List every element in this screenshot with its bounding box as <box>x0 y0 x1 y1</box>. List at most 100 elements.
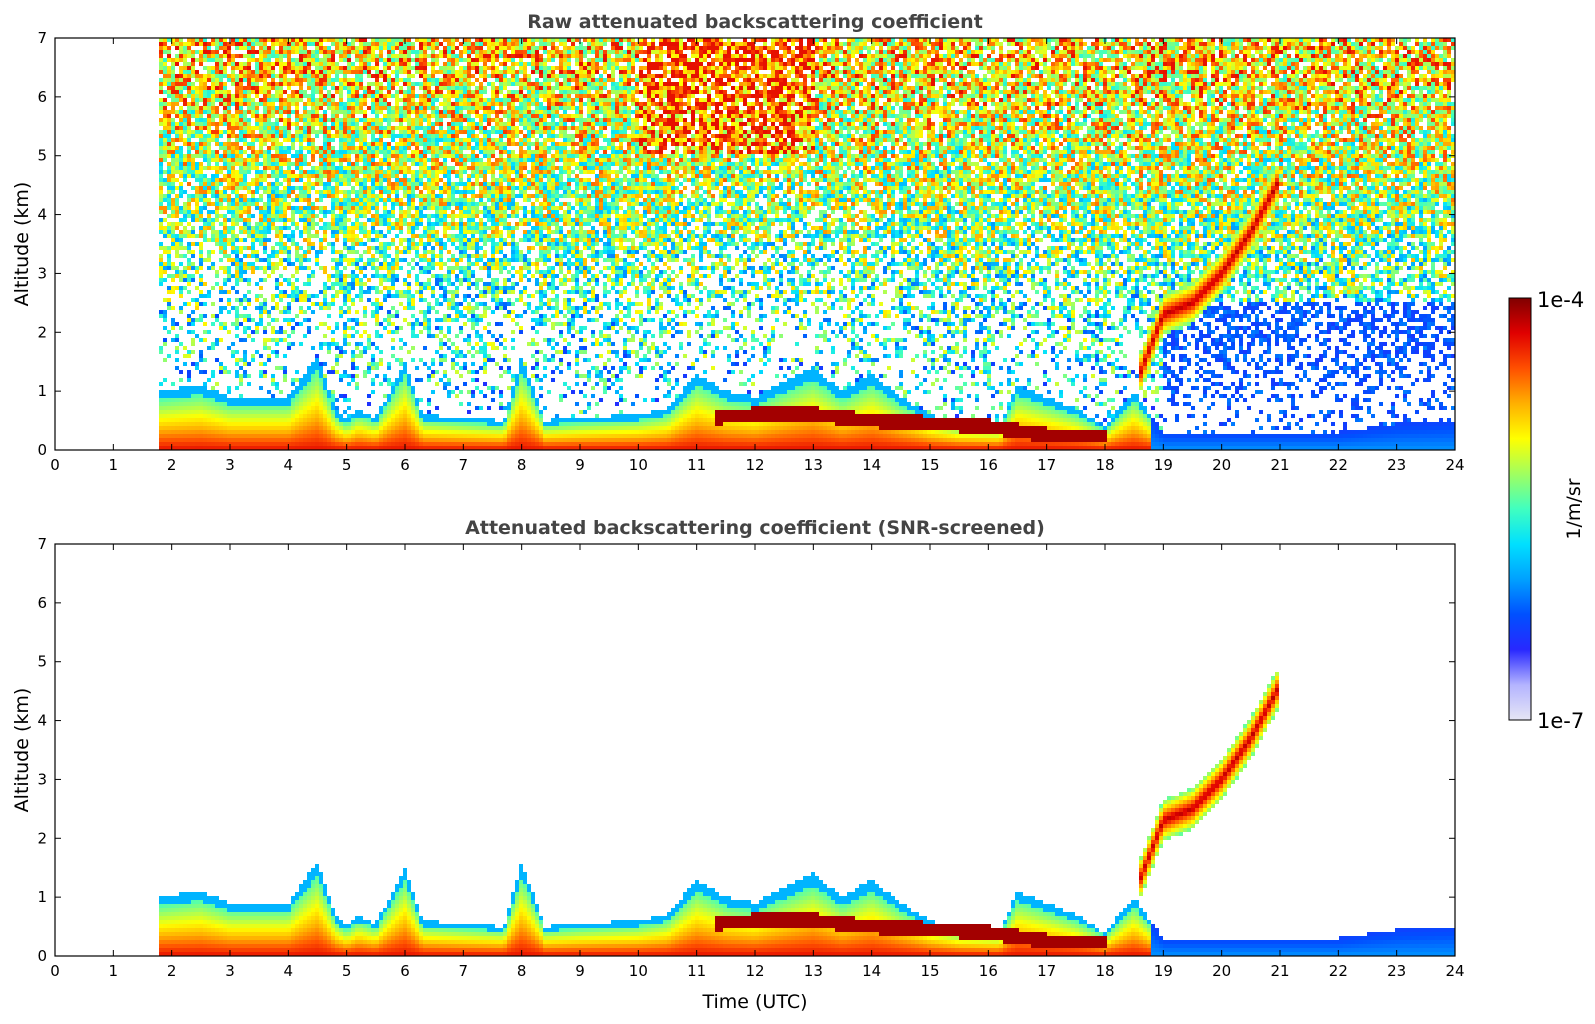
heatmap-cell <box>319 434 323 438</box>
heatmap-cell <box>183 154 187 158</box>
heatmap-cell <box>367 370 371 374</box>
heatmap-cell <box>343 114 347 118</box>
heatmap-cell <box>403 318 407 322</box>
heatmap-cell <box>307 94 311 98</box>
heatmap-cell <box>179 262 183 266</box>
heatmap-cell <box>243 162 247 166</box>
heatmap-cell <box>183 130 187 134</box>
heatmap-cell <box>211 286 215 290</box>
heatmap-cell <box>419 266 423 270</box>
heatmap-cell <box>227 202 231 206</box>
heatmap-cell <box>231 142 235 146</box>
heatmap-cell <box>251 202 255 206</box>
heatmap-cell <box>263 150 267 154</box>
heatmap-cell <box>223 174 227 178</box>
heatmap-cell <box>379 110 383 114</box>
heatmap-cell <box>235 178 239 182</box>
heatmap-cell <box>411 194 415 198</box>
heatmap-cell <box>259 266 263 270</box>
heatmap-cell <box>419 282 423 286</box>
heatmap-cell <box>279 62 283 66</box>
heatmap-cell <box>183 230 187 234</box>
heatmap-cell <box>227 118 231 122</box>
heatmap-cell <box>275 250 279 254</box>
heatmap-cell <box>311 366 315 370</box>
heatmap-cell <box>383 434 387 438</box>
heatmap-cell <box>387 330 391 334</box>
heatmap-cell <box>275 206 279 210</box>
heatmap-cell <box>235 118 239 122</box>
heatmap-cell <box>275 430 279 434</box>
heatmap-cell <box>367 50 371 54</box>
heatmap-cell <box>403 54 407 58</box>
heatmap-cell <box>159 178 163 182</box>
heatmap-cell <box>271 350 275 354</box>
heatmap-cell <box>279 182 283 186</box>
heatmap-cell <box>163 234 167 238</box>
heatmap-cell <box>263 70 267 74</box>
heatmap-cell <box>179 386 183 390</box>
heatmap-cell <box>187 234 191 238</box>
heatmap-cell <box>359 198 363 202</box>
heatmap-cell <box>215 382 219 386</box>
heatmap-cell <box>331 122 335 126</box>
heatmap-cell <box>311 182 315 186</box>
heatmap-cell <box>307 330 311 334</box>
heatmap-cell <box>171 170 175 174</box>
heatmap-cell <box>431 250 435 254</box>
heatmap-cell <box>315 78 319 82</box>
heatmap-cell <box>291 242 295 246</box>
heatmap-cell <box>411 418 415 422</box>
heatmap-cell <box>351 62 355 66</box>
heatmap-cell <box>403 50 407 54</box>
heatmap-cell <box>323 438 327 442</box>
heatmap-cell <box>239 398 243 402</box>
heatmap-cell <box>435 130 439 134</box>
heatmap-cell <box>419 238 423 242</box>
heatmap-cell <box>431 126 435 130</box>
heatmap-cell <box>339 134 343 138</box>
heatmap-cell <box>179 378 183 382</box>
heatmap-cell <box>215 398 219 402</box>
heatmap-cell <box>371 378 375 382</box>
heatmap-cell <box>255 174 259 178</box>
heatmap-cell <box>347 238 351 242</box>
heatmap-cell <box>395 258 399 262</box>
heatmap-cell <box>251 414 255 418</box>
heatmap-cell <box>391 398 395 402</box>
heatmap-cell <box>159 158 163 162</box>
heatmap-cell <box>323 410 327 414</box>
heatmap-cell <box>411 346 415 350</box>
heatmap-cell <box>363 158 367 162</box>
heatmap-cell <box>295 158 299 162</box>
heatmap-cell <box>191 142 195 146</box>
heatmap-cell <box>239 42 243 46</box>
heatmap-cell <box>407 114 411 118</box>
heatmap-cell <box>231 178 235 182</box>
heatmap-cell <box>179 138 183 142</box>
heatmap-cell <box>395 42 399 46</box>
heatmap-cell <box>295 166 299 170</box>
heatmap-cell <box>395 438 399 442</box>
heatmap-cell <box>159 130 163 134</box>
heatmap-cell <box>199 430 203 434</box>
heatmap-cell <box>343 166 347 170</box>
heatmap-cell <box>383 218 387 222</box>
heatmap-cell <box>207 210 211 214</box>
heatmap-cell <box>299 434 303 438</box>
heatmap-cell <box>187 102 191 106</box>
heatmap-cell <box>219 166 223 170</box>
heatmap-cell <box>307 174 311 178</box>
heatmap-cell <box>335 110 339 114</box>
heatmap-cell <box>419 98 423 102</box>
heatmap-cell <box>203 206 207 210</box>
heatmap-cell <box>367 362 371 366</box>
heatmap-cell <box>167 290 171 294</box>
heatmap-cell <box>415 442 419 446</box>
heatmap-cell <box>267 266 271 270</box>
heatmap-cell <box>235 318 239 322</box>
heatmap-cell <box>331 126 335 130</box>
heatmap-cell <box>283 318 287 322</box>
heatmap-cell <box>287 46 291 50</box>
heatmap-cell <box>335 74 339 78</box>
